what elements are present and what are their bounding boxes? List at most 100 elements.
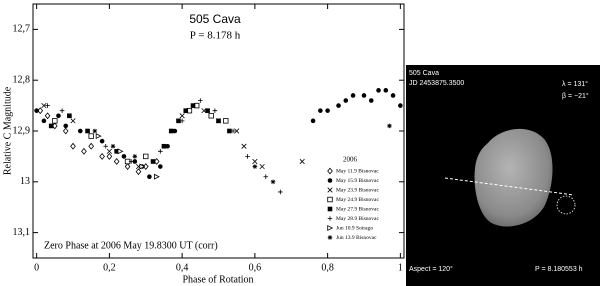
data-point <box>223 118 229 124</box>
legend-label: May 11.9 Bisnovac <box>336 168 379 174</box>
y-tick-label: 12,7 <box>13 24 31 35</box>
data-point <box>132 154 138 159</box>
legend-marker <box>327 225 334 231</box>
data-point <box>176 118 181 124</box>
data-point <box>85 128 90 134</box>
y-tick-label: 13,1 <box>13 227 31 238</box>
data-point <box>44 112 51 120</box>
legend-marker <box>327 167 333 175</box>
data-point <box>161 143 167 149</box>
data-point <box>158 149 163 154</box>
data-point <box>390 93 396 98</box>
data-point <box>198 98 203 103</box>
data-point <box>234 128 240 134</box>
data-point <box>139 163 146 170</box>
data-point <box>34 108 39 113</box>
legend-marker <box>327 206 333 212</box>
data-point <box>343 98 349 103</box>
data-point <box>376 88 381 93</box>
x-tick-label: 0,4 <box>176 262 189 273</box>
model-view: 505 Cava JD 2453875.3500 λ = 131° β = −2… <box>406 65 600 286</box>
legend-label: May 24.9 Bisnovac <box>336 197 379 203</box>
model-lambda: λ = 131° <box>562 80 588 88</box>
legend-marker <box>327 235 333 240</box>
data-point <box>114 149 119 154</box>
pole-marker <box>556 195 576 215</box>
data-point <box>270 179 276 185</box>
legend-label: Jun 13.9 Bisnovac <box>336 235 377 241</box>
data-point <box>121 154 127 159</box>
legend-label: May 27.9 Bisnovac <box>336 206 379 212</box>
legend-marker <box>327 216 333 221</box>
y-axis-label: Relative C Magnitude <box>2 86 13 175</box>
data-point <box>183 108 189 113</box>
legend-marker <box>327 187 333 193</box>
chart-subtitle: P = 8.178 h <box>190 30 241 42</box>
model-name: 505 Cava <box>409 70 439 77</box>
x-tick-label: 0,8 <box>321 262 334 273</box>
x-tick-label: 1 <box>398 262 403 273</box>
data-point <box>45 103 50 108</box>
data-point <box>278 189 283 195</box>
data-point <box>132 159 138 164</box>
data-point <box>106 148 112 154</box>
data-point <box>88 142 95 150</box>
legend-title: 2006 <box>343 156 358 164</box>
data-point <box>168 128 174 134</box>
data-point <box>147 174 152 180</box>
data-point <box>165 143 170 149</box>
legend-label: May 28.9 Bisnovac <box>336 216 379 222</box>
data-point <box>398 103 403 108</box>
data-point <box>99 138 105 144</box>
y-tick-label: 12,9 <box>13 125 31 136</box>
data-point <box>259 163 265 170</box>
model-epoch: JD 2453875.3500 <box>409 80 464 87</box>
data-point <box>336 103 341 108</box>
data-point <box>245 154 250 159</box>
data-point <box>41 103 47 109</box>
data-point <box>310 118 316 124</box>
data-point <box>62 127 69 135</box>
model-aspect: Aspect = 120° <box>409 265 453 273</box>
data-point <box>92 128 98 134</box>
data-point <box>81 147 87 155</box>
model-period: P = 8.180553 h <box>535 266 583 273</box>
data-point <box>179 118 185 124</box>
legend-marker <box>327 196 333 203</box>
spin-axis <box>444 177 575 196</box>
data-point <box>190 103 196 108</box>
data-point <box>318 108 323 113</box>
data-point <box>48 123 54 129</box>
data-point <box>299 158 305 165</box>
x-tick-label: 0,2 <box>103 262 116 273</box>
data-point <box>113 158 120 165</box>
data-point <box>216 118 221 124</box>
data-point <box>263 174 269 180</box>
data-point <box>172 128 178 134</box>
data-point <box>103 143 109 149</box>
data-point <box>350 93 356 98</box>
legend-label: Jun 10.9 Sotrago <box>336 225 373 231</box>
x-tick-label: 0,6 <box>249 262 262 273</box>
data-point <box>361 93 367 98</box>
data-point <box>383 88 389 93</box>
data-point <box>77 128 83 134</box>
x-axis-label: Phase of Rotation <box>182 274 253 285</box>
x-tick-label: 0 <box>34 262 39 273</box>
data-point <box>41 118 47 124</box>
data-point <box>153 173 160 180</box>
data-point <box>99 152 105 160</box>
data-point <box>230 128 236 134</box>
data-point <box>205 108 210 113</box>
data-point <box>241 143 247 149</box>
data-point <box>252 158 258 165</box>
data-point <box>150 159 156 164</box>
data-point <box>124 163 131 170</box>
data-point <box>106 152 113 160</box>
y-tick-label: 13 <box>20 176 30 187</box>
data-point <box>212 108 218 113</box>
data-point <box>56 113 61 119</box>
data-point <box>252 164 258 169</box>
annotation: Zero Phase at 2006 May 19.8300 UT (corr) <box>44 240 218 251</box>
